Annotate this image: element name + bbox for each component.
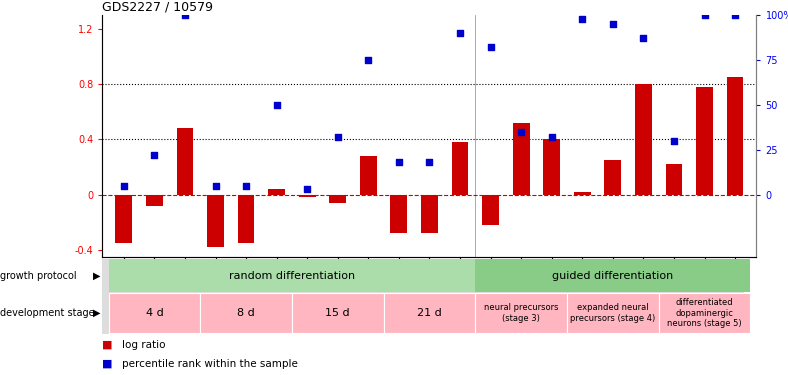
Point bbox=[545, 134, 558, 140]
Text: differentiated
dopaminergic
neurons (stage 5): differentiated dopaminergic neurons (sta… bbox=[667, 298, 742, 328]
Point bbox=[179, 12, 191, 18]
Bar bbox=[360, 156, 377, 195]
Text: log ratio: log ratio bbox=[122, 340, 165, 350]
Bar bbox=[329, 195, 346, 203]
Text: development stage: development stage bbox=[0, 308, 95, 318]
Point bbox=[210, 183, 222, 189]
Bar bbox=[207, 195, 224, 247]
Bar bbox=[299, 195, 316, 198]
Text: 4 d: 4 d bbox=[146, 308, 163, 318]
Text: ■: ■ bbox=[102, 359, 113, 369]
Bar bbox=[109, 293, 200, 333]
Bar bbox=[268, 189, 285, 195]
Bar bbox=[146, 195, 163, 206]
Bar bbox=[391, 195, 407, 233]
Point bbox=[240, 183, 252, 189]
Point bbox=[117, 183, 130, 189]
Text: GDS2227 / 10579: GDS2227 / 10579 bbox=[102, 1, 214, 14]
Point bbox=[667, 138, 680, 144]
Point bbox=[423, 159, 436, 165]
Text: growth protocol: growth protocol bbox=[0, 271, 76, 280]
Point bbox=[729, 12, 742, 18]
Text: ■: ■ bbox=[102, 340, 113, 350]
Point bbox=[576, 16, 589, 22]
Bar bbox=[475, 260, 750, 292]
Point bbox=[485, 44, 497, 50]
Point bbox=[362, 57, 374, 63]
Bar bbox=[696, 87, 713, 195]
Text: ▶: ▶ bbox=[93, 308, 101, 318]
Bar bbox=[384, 293, 475, 333]
Text: expanded neural
precursors (stage 4): expanded neural precursors (stage 4) bbox=[571, 303, 656, 323]
Point bbox=[637, 35, 649, 41]
Bar bbox=[200, 293, 292, 333]
Point bbox=[332, 134, 344, 140]
Bar bbox=[574, 192, 591, 195]
Bar bbox=[567, 293, 659, 333]
Bar bbox=[452, 142, 468, 195]
Point bbox=[607, 21, 619, 27]
Text: ▶: ▶ bbox=[93, 271, 101, 280]
Point bbox=[148, 152, 161, 158]
Text: guided differentiation: guided differentiation bbox=[552, 271, 674, 280]
Bar bbox=[659, 293, 750, 333]
Text: random differentiation: random differentiation bbox=[229, 271, 355, 280]
Bar bbox=[177, 128, 193, 195]
Bar bbox=[115, 195, 132, 243]
Point bbox=[515, 129, 527, 135]
Point bbox=[392, 159, 405, 165]
Point bbox=[270, 102, 283, 108]
Text: 21 d: 21 d bbox=[417, 308, 442, 318]
Bar bbox=[666, 164, 682, 195]
Point bbox=[301, 186, 314, 192]
Bar bbox=[604, 160, 621, 195]
Bar bbox=[727, 77, 744, 195]
Bar bbox=[475, 293, 567, 333]
Bar bbox=[543, 140, 560, 195]
Text: 15 d: 15 d bbox=[325, 308, 350, 318]
Text: neural precursors
(stage 3): neural precursors (stage 3) bbox=[484, 303, 559, 323]
Bar bbox=[421, 195, 438, 233]
Bar bbox=[482, 195, 499, 225]
Bar bbox=[513, 123, 530, 195]
Text: percentile rank within the sample: percentile rank within the sample bbox=[122, 359, 298, 369]
Bar bbox=[238, 195, 255, 243]
Point bbox=[454, 30, 466, 36]
Bar bbox=[635, 84, 652, 195]
Bar bbox=[109, 260, 475, 292]
Bar bbox=[292, 293, 384, 333]
Point bbox=[698, 12, 711, 18]
Text: 8 d: 8 d bbox=[237, 308, 255, 318]
